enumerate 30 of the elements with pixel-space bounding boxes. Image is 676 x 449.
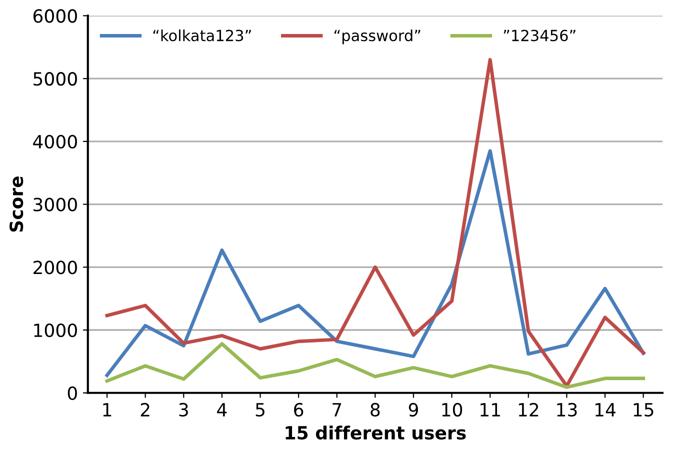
line-series bbox=[105, 342, 646, 389]
legend-label: “kolkata123” bbox=[153, 29, 251, 42]
y-tick-label: 6000 bbox=[33, 9, 77, 23]
x-tick-label: 6 bbox=[294, 402, 304, 417]
x-tick-label: 11 bbox=[480, 403, 500, 416]
y-tick-label: 5000 bbox=[34, 72, 77, 86]
x-tick-label: 13 bbox=[557, 402, 577, 417]
y-tick-label: 2000 bbox=[34, 260, 77, 274]
y-tick-label: 4000 bbox=[33, 134, 77, 149]
line-series bbox=[105, 58, 646, 388]
x-tick-label: 9 bbox=[408, 402, 418, 417]
x-tick-label: 2 bbox=[140, 402, 150, 416]
x-tick-label: 10 bbox=[442, 402, 462, 417]
x-tick-label: 8 bbox=[370, 402, 380, 417]
y-axis-title: Score bbox=[9, 176, 24, 232]
y-tick-label: 1000 bbox=[34, 323, 77, 338]
x-tick-label: 1 bbox=[103, 403, 112, 416]
x-tick-label: 14 bbox=[596, 403, 616, 416]
y-tick-label: 0 bbox=[68, 386, 77, 400]
legend-label: ”123456” bbox=[504, 30, 576, 42]
x-tick-label: 3 bbox=[179, 402, 188, 417]
x-tick-label: 5 bbox=[256, 403, 264, 417]
x-tick-label: 7 bbox=[332, 403, 342, 416]
line-series bbox=[105, 149, 646, 378]
x-tick-label: 15 bbox=[634, 403, 654, 417]
x-tick-label: 4 bbox=[217, 403, 227, 416]
y-tick-label: 3000 bbox=[34, 198, 77, 212]
x-axis-title: 15 different users bbox=[286, 426, 466, 440]
legend-label: “password” bbox=[334, 29, 420, 44]
x-tick-label: 12 bbox=[518, 402, 538, 416]
